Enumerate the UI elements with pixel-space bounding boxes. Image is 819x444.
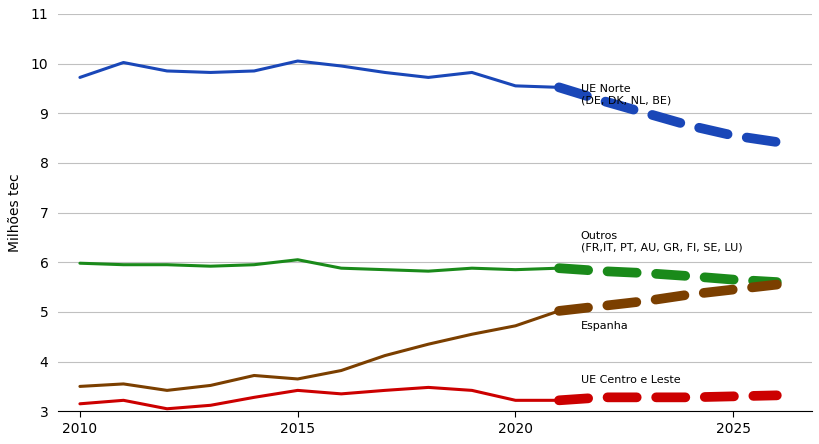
Y-axis label: Milhões tec: Milhões tec	[8, 173, 22, 252]
Text: Espanha: Espanha	[580, 321, 628, 331]
Text: UE Norte
(DE, DK, NL, BE): UE Norte (DE, DK, NL, BE)	[580, 83, 670, 105]
Text: Outros
(FR,IT, PT, AU, GR, FI, SE, LU): Outros (FR,IT, PT, AU, GR, FI, SE, LU)	[580, 230, 741, 252]
Text: UE Centro e Leste: UE Centro e Leste	[580, 376, 680, 385]
